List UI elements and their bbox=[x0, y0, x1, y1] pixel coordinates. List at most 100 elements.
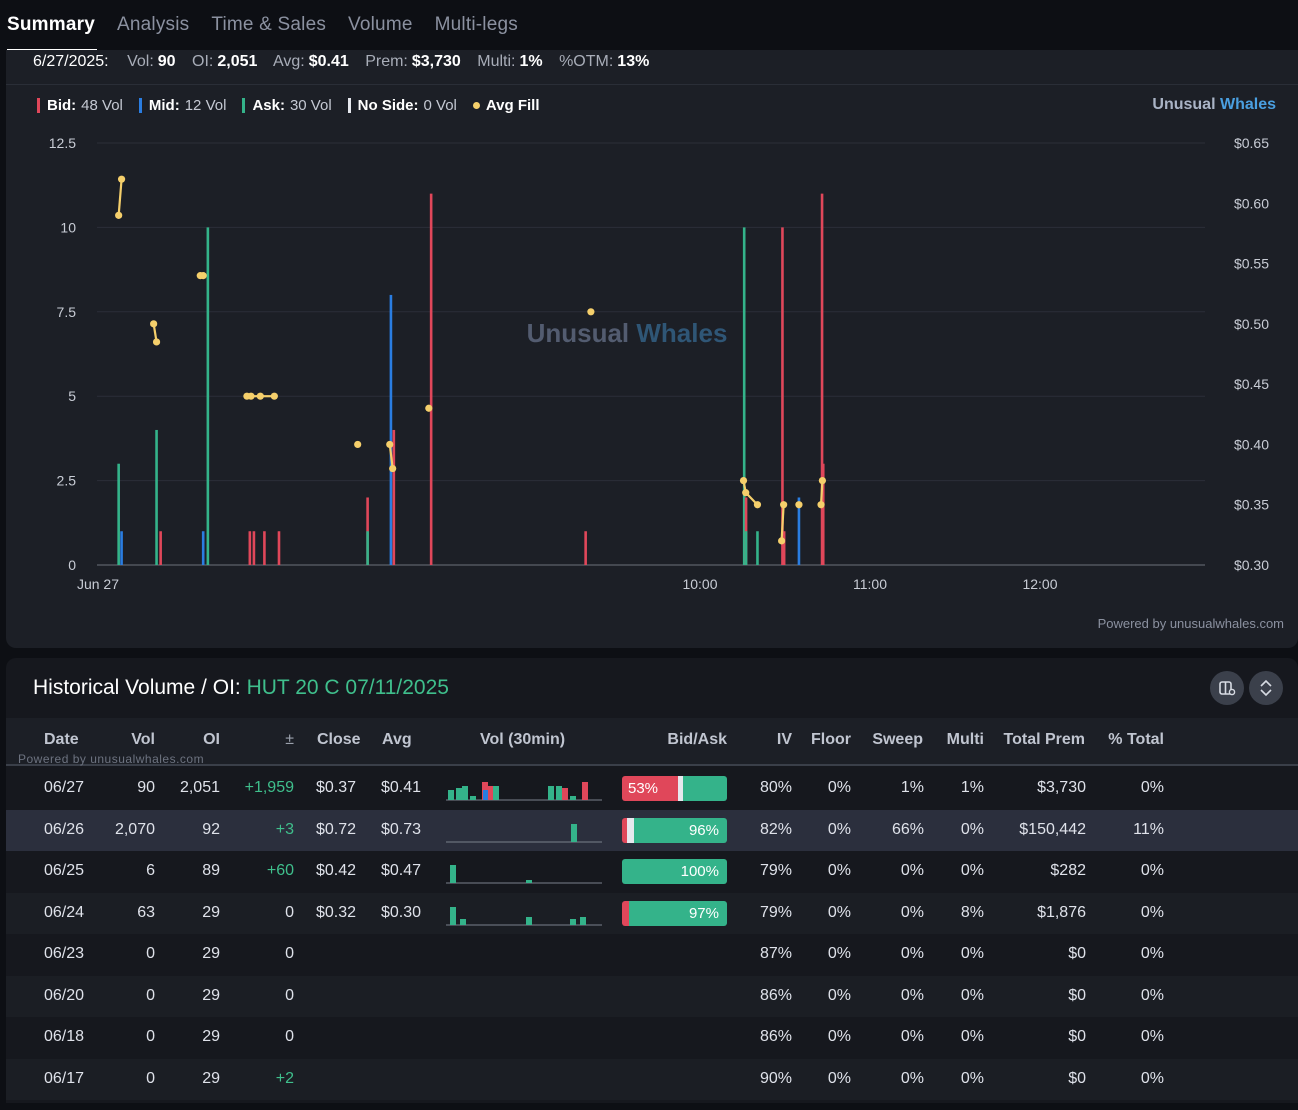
col-floor[interactable]: Floor bbox=[811, 731, 851, 748]
legend-avg-fill[interactable]: Avg Fill bbox=[472, 97, 545, 114]
expand-collapse-button[interactable] bbox=[1249, 671, 1283, 705]
avg-fill-point bbox=[425, 404, 433, 412]
avg-fill-swatch bbox=[472, 102, 480, 109]
tab-volume[interactable]: Volume bbox=[348, 14, 413, 35]
col-multi[interactable]: Multi bbox=[946, 731, 984, 748]
tab-time-sales[interactable]: Time & Sales bbox=[211, 14, 327, 35]
vol-label: Vol: bbox=[127, 53, 154, 70]
y-left-tick: 7.5 bbox=[57, 304, 77, 320]
avg-fill-point bbox=[587, 308, 595, 316]
cell-chg: +1,959 bbox=[244, 779, 294, 796]
y-right-tick: $0.60 bbox=[1234, 195, 1269, 211]
tab-summary[interactable]: Summary bbox=[7, 0, 97, 52]
col-iv[interactable]: IV bbox=[776, 731, 792, 748]
volume-bar-bid bbox=[821, 463, 825, 565]
sparkline-bar bbox=[450, 906, 456, 925]
bid-ask-segment bbox=[682, 776, 727, 801]
cell-prem: $150,442 bbox=[1019, 820, 1086, 838]
tab-multi-legs[interactable]: Multi-legs bbox=[434, 14, 518, 35]
cell-chg: 0 bbox=[285, 1028, 294, 1045]
col-oi[interactable]: OI bbox=[203, 731, 220, 748]
volume-bar-mid bbox=[120, 531, 123, 565]
cell-sweep: 0% bbox=[900, 903, 924, 921]
y-right-tick: $0.65 bbox=[1234, 135, 1269, 151]
col-bid-ask[interactable]: Bid/Ask bbox=[667, 731, 727, 748]
tab-analysis[interactable]: Analysis bbox=[117, 14, 190, 35]
avg-fill-point bbox=[778, 537, 786, 545]
avg-fill-line bbox=[819, 480, 824, 505]
columns-settings-button[interactable] bbox=[1210, 671, 1244, 705]
volume-bar-ask bbox=[155, 429, 158, 565]
cell-chg: +60 bbox=[266, 862, 294, 879]
cell-pct: 0% bbox=[1140, 986, 1164, 1004]
cell-oi: 29 bbox=[202, 1028, 220, 1045]
table-row[interactable]: 06/18 0 29 0 86% 0% 0% 0% $0 0% bbox=[6, 1017, 1298, 1059]
avg-fill-line bbox=[388, 444, 394, 469]
col-close[interactable]: Close bbox=[317, 731, 361, 748]
col-change[interactable]: ± bbox=[285, 731, 294, 748]
table-row[interactable]: 06/23 0 29 0 87% 0% 0% 0% $0 0% bbox=[6, 934, 1298, 976]
legend-bid[interactable]: Bid: 48 Vol bbox=[37, 97, 123, 114]
table-row[interactable]: 06/25 6 89 +60 $0.42 $0.47 79% 0% 0% 0% $282 0% 100% bbox=[6, 851, 1298, 893]
x-tick: Jun 27 bbox=[77, 576, 119, 592]
table-row[interactable]: 06/24 63 29 0 $0.32 $0.30 79% 0% 0% 8% $1,876 0% 97% bbox=[6, 892, 1298, 934]
cell-vol: 0 bbox=[146, 986, 155, 1004]
col-avg[interactable]: Avg bbox=[382, 731, 412, 748]
volume-chart[interactable]: 0 2.5 5 7.5 10 12.5 $0.30 $0.35 $0.40 $0.45 $0.50 $… bbox=[6, 50, 1298, 610]
cell-floor: 0% bbox=[827, 986, 851, 1004]
avg-fill-legend-label: Avg Fill bbox=[485, 97, 540, 114]
x-tick: 10:00 bbox=[682, 576, 717, 592]
chart-watermark: Unusual Whales bbox=[527, 318, 728, 348]
cell-chg: 0 bbox=[285, 903, 294, 921]
historical-title: Historical Volume / OI: HUT 20 C 07/11/2… bbox=[33, 676, 449, 700]
cell-multi: 1% bbox=[960, 779, 984, 796]
cell-avg: $0.30 bbox=[381, 903, 422, 921]
sparkline-bar bbox=[571, 823, 577, 842]
cell-date: 06/27 bbox=[44, 779, 85, 796]
col-total-prem[interactable]: Total Prem bbox=[1003, 731, 1086, 748]
volume-bar-bid bbox=[248, 531, 252, 565]
cell-oi: 29 bbox=[202, 986, 220, 1004]
bid-ask-bar: 53% bbox=[622, 776, 727, 801]
cell-pct: 0% bbox=[1140, 862, 1164, 879]
brand-word-2: Whales bbox=[1219, 96, 1276, 113]
vol-30min-sparkline bbox=[446, 782, 602, 801]
cell-chg: +3 bbox=[275, 820, 294, 838]
y-right-tick: $0.45 bbox=[1234, 376, 1269, 392]
powered-by-text: Powered by unusualwhales.com bbox=[1097, 616, 1284, 631]
cell-floor: 0% bbox=[827, 903, 851, 921]
cell-close: $0.72 bbox=[316, 820, 357, 838]
sparkline-bar bbox=[493, 786, 499, 800]
avg-fill-point bbox=[386, 440, 394, 449]
cell-oi: 89 bbox=[202, 862, 220, 879]
sparkline-bar bbox=[570, 918, 576, 925]
cell-vol: 6 bbox=[146, 862, 155, 879]
cell-vol: 0 bbox=[146, 1028, 155, 1045]
col-date[interactable]: Date bbox=[44, 731, 79, 748]
volume-bar-bid bbox=[252, 531, 256, 565]
cell-floor: 0% bbox=[827, 862, 851, 879]
table-row[interactable]: 06/20 0 29 0 86% 0% 0% 0% $0 0% bbox=[6, 975, 1298, 1017]
y-left-tick: 0 bbox=[68, 557, 76, 573]
legend-mid[interactable]: Mid: 12 Vol bbox=[138, 97, 226, 114]
col-pct-total[interactable]: % Total bbox=[1108, 731, 1164, 748]
col-vol[interactable]: Vol bbox=[131, 731, 155, 748]
table-row[interactable]: 06/26 2,070 92 +3 $0.72 $0.73 82% 0% 66% 0% $150,4… bbox=[6, 809, 1298, 851]
legend-ask[interactable]: Ask: 30 Vol bbox=[242, 97, 332, 114]
volume-bar-mid bbox=[389, 294, 393, 565]
bid-legend-label: Bid: bbox=[47, 97, 77, 114]
col-vol-30min[interactable]: Vol (30min) bbox=[480, 731, 566, 748]
cell-floor: 0% bbox=[827, 779, 851, 796]
avg-fill-line bbox=[780, 504, 785, 541]
cell-date: 06/18 bbox=[44, 1028, 85, 1045]
cell-oi: 2,051 bbox=[179, 779, 220, 796]
table-row[interactable]: 06/17 0 29 +2 90% 0% 0% 0% $0 0% bbox=[6, 1058, 1298, 1100]
col-sweep[interactable]: Sweep bbox=[872, 731, 923, 748]
cell-vol: 90 bbox=[137, 779, 155, 796]
avg-label: Avg: bbox=[272, 53, 305, 70]
cell-multi: 0% bbox=[960, 862, 984, 879]
y-left-tick: 2.5 bbox=[57, 473, 77, 489]
bid-ask-label: 97% bbox=[688, 904, 719, 922]
table-row[interactable]: 06/27 90 2,051 +1,959 $0.37 $0.41 80% 0% 1% 1% $3,… bbox=[6, 768, 1298, 810]
legend-no-side[interactable]: No Side: 0 Vol bbox=[347, 97, 457, 114]
